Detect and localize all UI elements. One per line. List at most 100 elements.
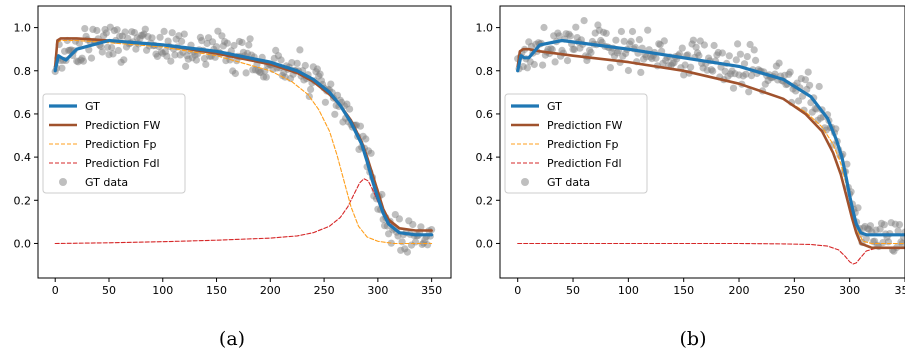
gt-data-point [245,41,252,48]
x-tick-label: 200 [260,284,281,297]
x-tick-label: 150 [673,284,694,297]
legend-label: GT [547,100,562,113]
gt-data-point [636,36,643,43]
legend-label: Prediction Fp [547,138,618,151]
gt-data-point [730,85,737,92]
gt-data-point [239,39,246,46]
panel-caption: (a) [219,328,245,350]
x-tick-label: 200 [729,284,750,297]
gt-data-point [232,70,239,77]
gt-data-point [322,99,329,106]
gt-data-point [531,61,538,68]
y-tick-label: 0.6 [14,108,32,121]
legend-label: Prediction FW [85,119,160,132]
gt-data-point [182,63,189,70]
y-tick-label: 0.4 [14,151,32,164]
gt-data-point [737,51,744,58]
x-tick-label: 350 [421,284,442,297]
x-tick-label: 250 [784,284,805,297]
gt-data-point [424,241,431,248]
gt-data-point [564,57,571,64]
chart-b: 0501001502002503003500.00.20.40.60.81.0G… [476,6,905,350]
x-tick-label: 100 [618,284,639,297]
gt-data-point [58,65,65,72]
gt-data-point [93,27,100,34]
y-tick-label: 0.2 [14,194,32,207]
gt-data-point [745,88,752,95]
x-tick-label: 100 [152,284,173,297]
gt-data-point [331,111,338,118]
gt-data-point [412,238,419,245]
legend-label: Prediction FW [547,119,622,132]
gt-data-point [346,106,353,113]
gt-data-point [114,26,121,33]
legend-label: Prediction Fp [85,138,156,151]
gt-data-point [202,61,209,68]
legend-label: GT data [85,176,128,189]
gt-data-point [711,42,718,49]
gt-data-point [734,40,741,47]
legend-swatch [521,178,529,186]
x-tick-label: 0 [52,284,59,297]
gt-data-point [302,62,309,69]
gt-data-point [362,135,369,142]
gt-data-point [539,62,546,69]
gt-data-point [816,83,823,90]
gt-data-point [409,221,416,228]
x-tick-label: 250 [314,284,335,297]
legend-label: GT [85,100,100,113]
gt-data-point [572,24,579,31]
x-tick-label: 50 [102,284,116,297]
gt-data-point [695,52,702,59]
gt-data-point [881,221,888,228]
gt-data-point [161,28,168,35]
gt-data-point [726,52,733,59]
gt-data-point [637,69,644,76]
gt-data-point [690,37,697,44]
gt-data-point [787,69,794,76]
gt-data-point [628,38,635,45]
gt-data-point [612,37,619,44]
gt-data-point [751,46,758,53]
legend: GT Prediction FW Prediction Fp Prediction F… [43,94,185,193]
legend-label: GT data [547,176,590,189]
legend-label: Prediction Fdl [547,157,622,170]
y-tick-label: 0.6 [476,108,494,121]
gt-data-point [399,238,406,245]
gt-data-point [357,123,364,130]
y-tick-label: 0.2 [476,194,494,207]
gt-data-point [294,60,301,67]
gt-data-point [744,53,751,60]
gt-data-point [618,28,625,35]
gt-data-point [661,37,668,44]
gt-data-point [263,74,270,81]
gt-data-point [404,249,411,256]
gt-data-point [652,55,659,62]
gt-data-point [193,57,200,64]
gt-data-point [587,49,594,56]
gt-data-point [679,45,686,52]
gt-data-point [625,67,632,74]
gt-data-point [167,58,174,65]
gt-data-point [108,44,115,51]
gt-data-point [776,60,783,67]
gt-data-point [181,30,188,37]
gt-data-point [122,28,129,35]
x-tick-label: 300 [839,284,860,297]
gt-data-point [854,204,861,211]
gt-data-point [396,215,403,222]
gt-data-point [885,238,892,245]
y-tick-label: 0.4 [476,151,494,164]
gt-data-point [629,28,636,35]
x-tick-label: 0 [514,284,521,297]
gt-data-point [719,49,726,56]
gt-data-point [115,47,122,54]
gt-data-point [567,32,574,39]
gt-data-point [896,221,903,228]
gt-data-point [581,17,588,24]
gt-data-point [247,35,254,42]
y-tick-label: 0.0 [14,237,32,250]
legend-label: Prediction Fdl [85,157,160,170]
